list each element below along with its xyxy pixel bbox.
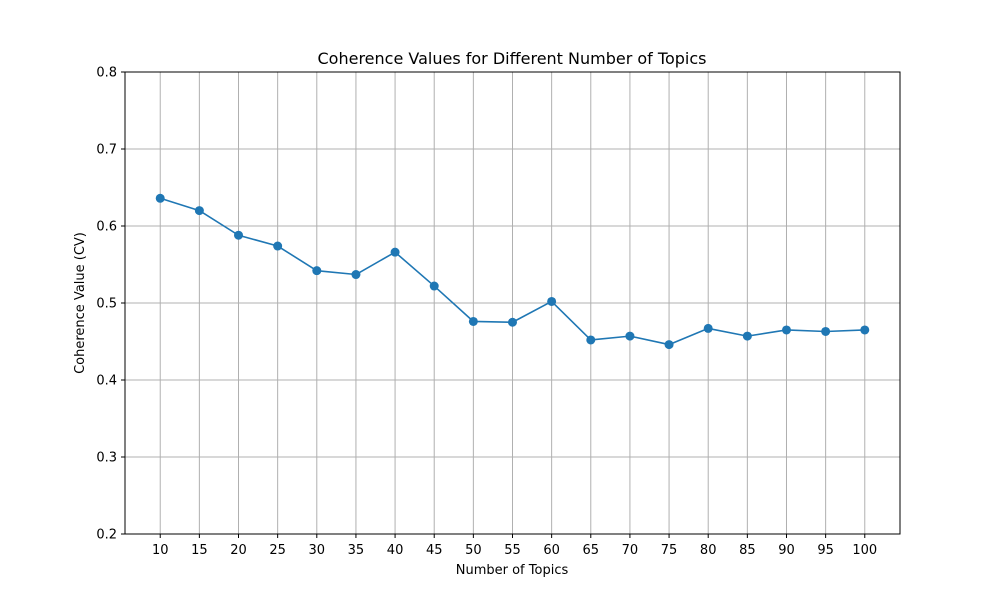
y-axis-ticks: 0.2 0.3 0.4 0.5 0.6 0.7 0.8 (96, 66, 125, 543)
data-point (390, 247, 400, 257)
data-point (781, 325, 791, 335)
data-point (194, 206, 204, 216)
chart-title: Coherence Values for Different Number of… (318, 49, 707, 68)
x-tick-label: 35 (348, 543, 365, 558)
data-point (821, 326, 831, 336)
x-tick-label: 90 (778, 543, 795, 558)
x-tick-label: 10 (152, 543, 169, 558)
data-point (742, 331, 752, 341)
data-point (586, 335, 596, 345)
x-tick-label: 70 (622, 543, 639, 558)
y-tick-label: 0.4 (96, 374, 117, 389)
x-tick-label: 95 (817, 543, 834, 558)
data-point (155, 193, 165, 203)
x-tick-label: 40 (387, 543, 404, 558)
x-tick-label: 30 (309, 543, 326, 558)
y-axis-label: Coherence Value (CV) (73, 232, 88, 374)
y-tick-label: 0.3 (96, 451, 117, 466)
x-tick-label: 100 (852, 543, 877, 558)
x-tick-label: 25 (269, 543, 286, 558)
y-tick-label: 0.5 (96, 297, 117, 312)
series-layer (155, 193, 870, 350)
grid (125, 71, 900, 535)
y-tick-label: 0.8 (96, 66, 117, 81)
data-point (625, 331, 635, 341)
data-point (860, 325, 870, 335)
data-point (547, 296, 557, 306)
data-point (468, 316, 478, 326)
x-tick-label: 55 (504, 543, 521, 558)
x-axis-ticks: 10 15 20 25 30 35 40 45 50 55 60 65 70 75 80 85 90 95 100 (152, 534, 877, 558)
x-tick-label: 15 (191, 543, 208, 558)
y-tick-label: 0.6 (96, 220, 117, 235)
x-tick-label: 80 (700, 543, 717, 558)
x-tick-label: 45 (426, 543, 443, 558)
y-tick-label: 0.7 (96, 143, 117, 158)
data-point (703, 323, 713, 333)
x-tick-label: 60 (543, 543, 560, 558)
x-axis-label: Number of Topics (456, 563, 569, 578)
data-point (351, 270, 361, 280)
data-point (273, 241, 283, 251)
y-tick-label: 0.2 (96, 528, 117, 543)
data-point (234, 230, 244, 240)
data-point (508, 317, 517, 327)
data-point (312, 266, 322, 276)
x-tick-label: 65 (583, 543, 600, 558)
data-point (664, 340, 674, 350)
x-tick-label: 50 (465, 543, 482, 558)
x-tick-label: 85 (739, 543, 756, 558)
x-tick-label: 20 (230, 543, 247, 558)
data-point (429, 281, 439, 291)
x-tick-label: 75 (661, 543, 678, 558)
